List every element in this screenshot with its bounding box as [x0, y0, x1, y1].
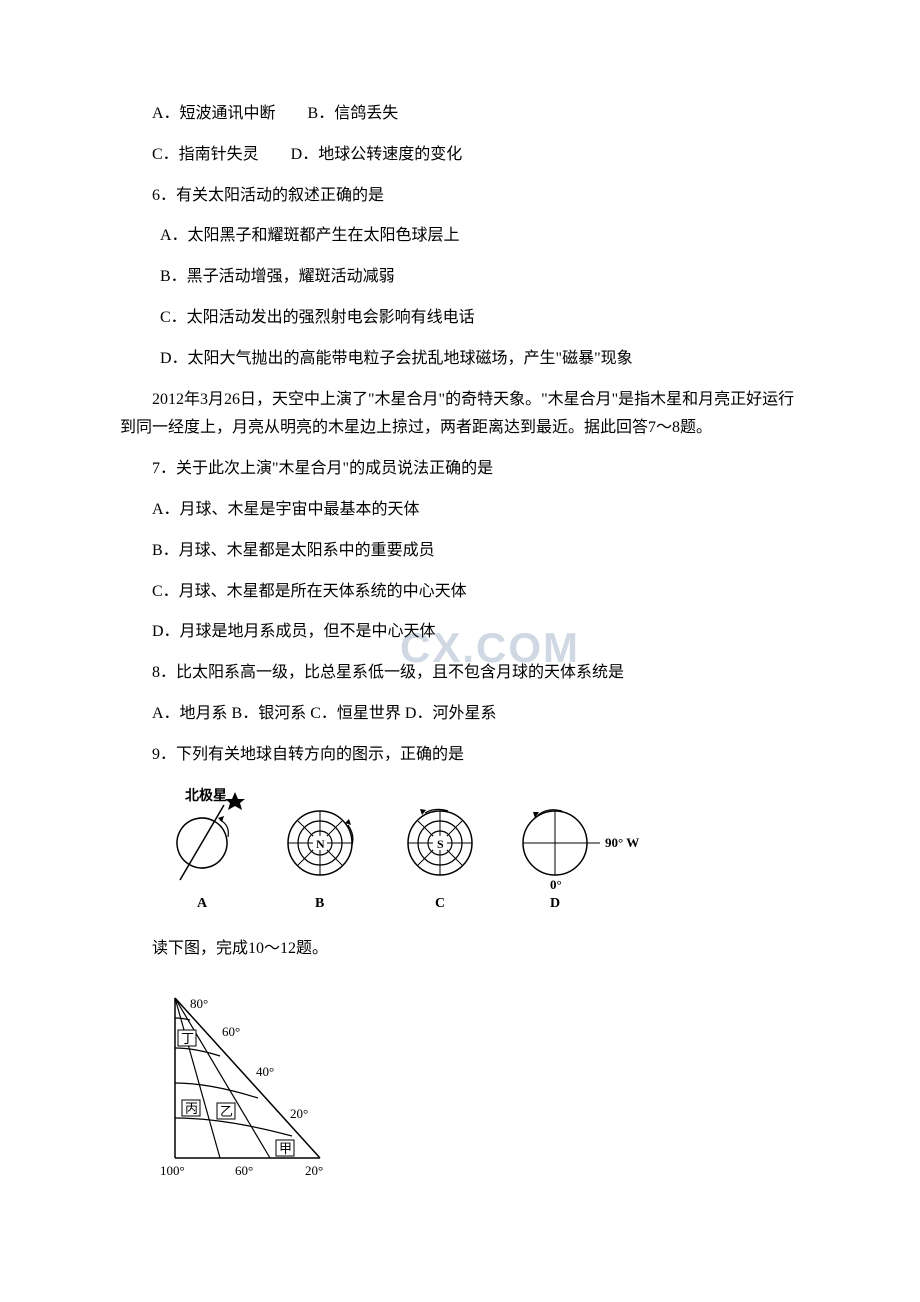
q6-option-d: D．太阳大气抛出的高能带电粒子会扰乱地球磁场，产生"磁暴"现象 — [120, 345, 800, 374]
svg-text:N: N — [316, 837, 325, 851]
svg-text:20°: 20° — [305, 1163, 323, 1178]
q8-stem: 8．比太阳系高一级，比总星系低一级，且不包含月球的天体系统是 — [120, 659, 800, 688]
diagram-c: S C — [408, 809, 472, 911]
diagram-d: 90° W 0° D — [523, 809, 639, 910]
diagram-a: A — [171, 805, 232, 911]
svg-text:100°: 100° — [160, 1163, 185, 1178]
figure-q9: 北极星 A N B — [150, 785, 800, 920]
q7-option-d: D．月球是地月系成员，但不是中心天体 — [120, 618, 800, 647]
svg-text:0°: 0° — [550, 877, 562, 892]
q6-option-a: A．太阳黑子和耀斑都产生在太阳色球层上 — [120, 222, 800, 251]
svg-text:甲: 甲 — [279, 1141, 292, 1156]
intro-q10-q12: 读下图，完成10～12题。 — [120, 935, 800, 964]
option-5-line1: A．短波通讯中断 B．信鸽丢失 — [120, 100, 800, 129]
q7-option-a: A．月球、木星是宇宙中最基本的天体 — [120, 496, 800, 525]
svg-text:60°: 60° — [235, 1163, 253, 1178]
q6-stem: 6．有关太阳活动的叙述正确的是 — [120, 182, 800, 211]
svg-text:S: S — [437, 837, 444, 851]
diagram-b: N B — [288, 811, 353, 911]
svg-text:丁: 丁 — [181, 1031, 194, 1046]
polaris-star-icon — [225, 792, 245, 810]
svg-text:40°: 40° — [256, 1064, 274, 1079]
svg-text:乙: 乙 — [220, 1104, 233, 1119]
svg-text:D: D — [550, 896, 560, 911]
q7-option-c: C．月球、木星都是所在天体系统的中心天体 — [120, 578, 800, 607]
svg-text:90° W: 90° W — [605, 835, 639, 850]
q6-option-c: C．太阳活动发出的强烈射电会影响有线电话 — [120, 304, 800, 333]
svg-text:60°: 60° — [222, 1024, 240, 1039]
q8-options: A．地月系 B．银河系 C．恒星世界 D．河外星系 — [120, 700, 800, 729]
option-5-line2: C．指南针失灵 D．地球公转速度的变化 — [120, 141, 800, 170]
svg-text:C: C — [435, 896, 445, 911]
svg-text:丙: 丙 — [185, 1101, 198, 1116]
q7-option-b: B．月球、木星都是太阳系中的重要成员 — [120, 537, 800, 566]
svg-text:20°: 20° — [290, 1106, 308, 1121]
intro-q7-q8: 2012年3月26日，天空中上演了"木星合月"的奇特天象。"木星合月"是指木星和… — [120, 386, 800, 444]
figure-q10-12: 80° 60° 40° 20° 100° 60° 20° 丁 丙 乙 甲 — [150, 978, 800, 1178]
svg-text:B: B — [315, 896, 324, 911]
q7-stem: 7．关于此次上演"木星合月"的成员说法正确的是 — [120, 455, 800, 484]
q6-option-b: B．黑子活动增强，耀斑活动减弱 — [120, 263, 800, 292]
svg-text:A: A — [197, 896, 208, 911]
polaris-label: 北极星 — [185, 787, 227, 804]
svg-text:80°: 80° — [190, 996, 208, 1011]
q9-stem: 9．下列有关地球自转方向的图示，正确的是 — [120, 741, 800, 770]
